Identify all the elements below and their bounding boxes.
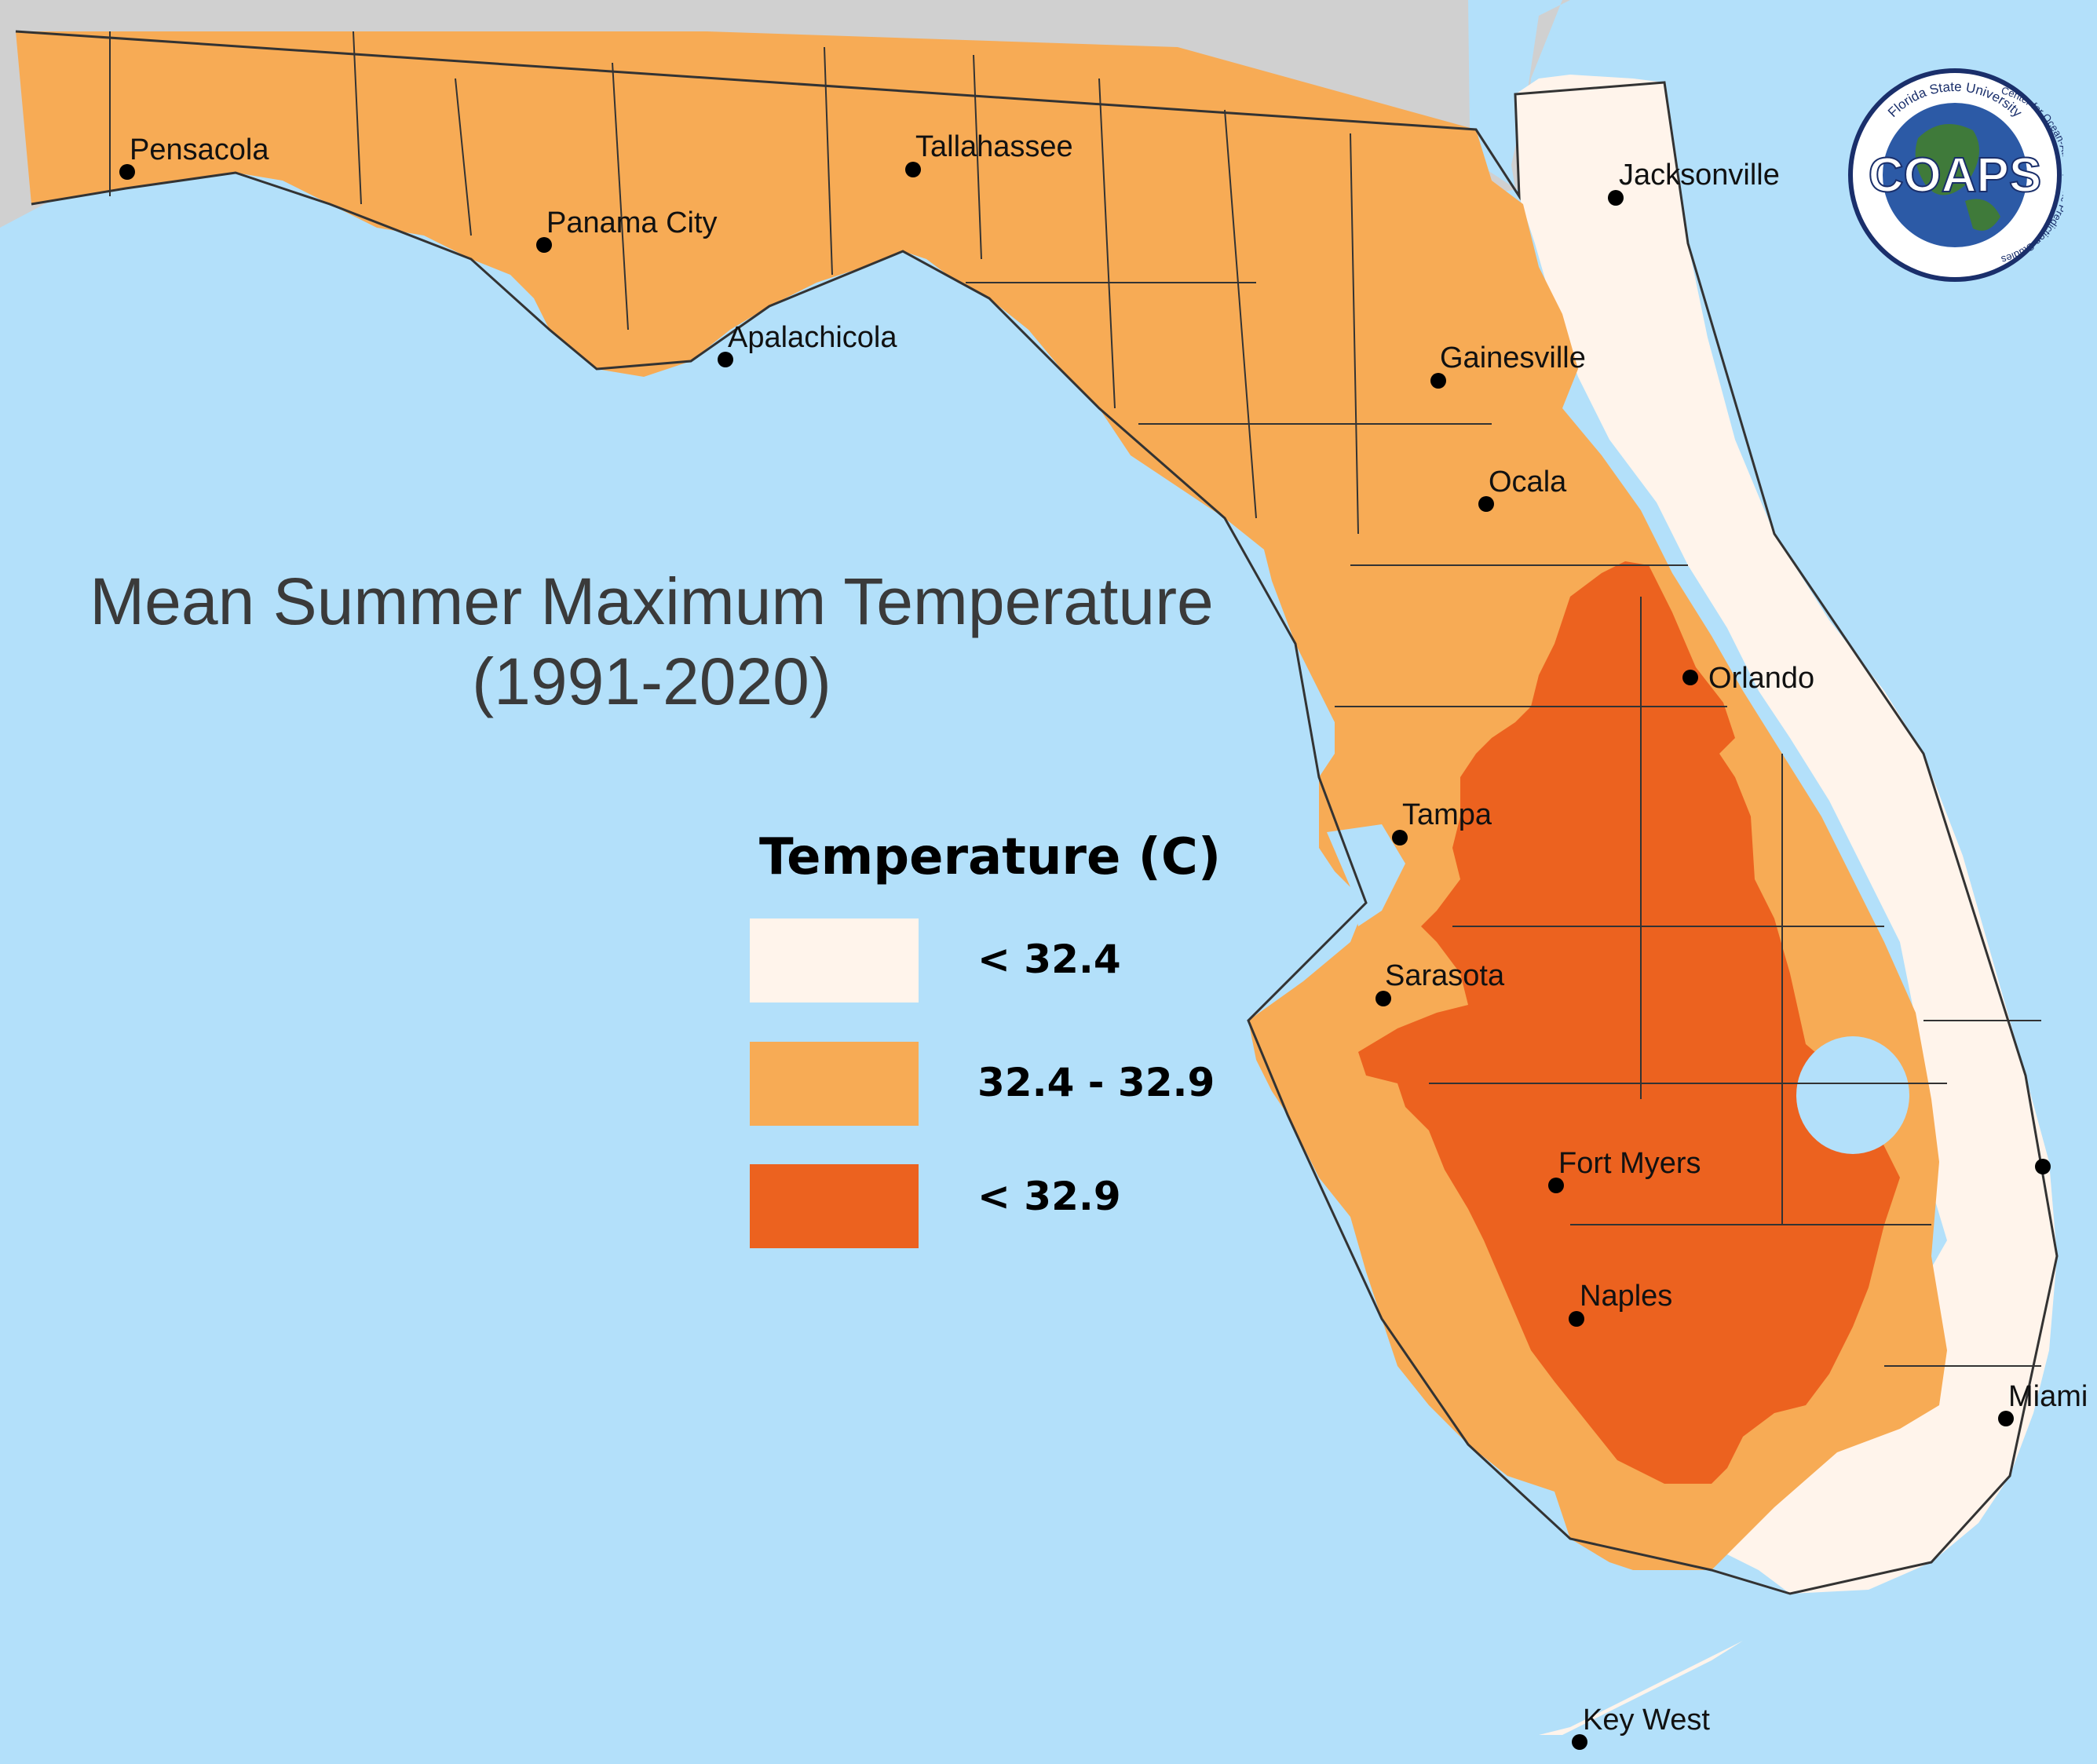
- city-tampa: Tampa: [1392, 798, 1492, 845]
- svg-text:Gainesville: Gainesville: [1440, 341, 1586, 374]
- svg-text:Pensacola: Pensacola: [130, 133, 269, 166]
- city-panama-city: Panama City: [536, 206, 718, 253]
- map-title: Mean Summer Maximum Temperature (1991-20…: [24, 561, 1280, 721]
- city-marker-unlabeled: [2035, 1159, 2051, 1174]
- svg-text:Naples: Naples: [1580, 1280, 1672, 1313]
- city-apalachicola: Apalachicola: [718, 321, 897, 367]
- svg-text:Tallahassee: Tallahassee: [915, 130, 1073, 163]
- legend: Temperature (C) < 32.4 32.4 - 32.9 < 32.…: [750, 828, 1299, 1268]
- svg-text:Sarasota: Sarasota: [1385, 959, 1505, 992]
- coaps-logo: COAPS Florida State University Center fo…: [1848, 68, 2063, 282]
- legend-title: Temperature (C): [759, 828, 1222, 886]
- region-low: [1515, 75, 2057, 1594]
- city-ocala: Ocala: [1478, 466, 1567, 512]
- legend-label-mid: 32.4 - 32.9: [977, 1060, 1215, 1105]
- city-tallahassee: Tallahassee: [905, 130, 1073, 177]
- legend-label-low: < 32.4: [977, 937, 1121, 982]
- city-key-west: Key West: [1572, 1704, 1710, 1750]
- city-markers: Pensacola Tallahassee Panama City Apalac…: [119, 130, 2088, 1750]
- svg-text:Panama City: Panama City: [546, 206, 718, 239]
- svg-text:Apalachicola: Apalachicola: [728, 321, 897, 354]
- svg-text:COAPS: COAPS: [1869, 148, 2041, 203]
- city-gainesville: Gainesville: [1430, 341, 1586, 389]
- map-title-line-1: Mean Summer Maximum Temperature: [90, 564, 1214, 638]
- city-pensacola: Pensacola: [119, 133, 269, 180]
- legend-swatch-low: [750, 919, 919, 1003]
- region-high: [1358, 561, 1900, 1484]
- city-miami: Miami: [1998, 1380, 2088, 1426]
- svg-text:Fort Myers: Fort Myers: [1558, 1147, 1701, 1180]
- svg-text:Key West: Key West: [1583, 1704, 1710, 1737]
- city-jacksonville: Jacksonville: [1608, 159, 1780, 206]
- legend-swatch-high: [750, 1164, 919, 1248]
- legend-label-high: < 32.9: [977, 1174, 1121, 1219]
- city-orlando: Orlando: [1682, 662, 1814, 695]
- svg-text:Miami: Miami: [2008, 1380, 2088, 1413]
- legend-swatch-mid: [750, 1042, 919, 1126]
- city-naples: Naples: [1569, 1280, 1672, 1327]
- svg-text:Orlando: Orlando: [1708, 662, 1814, 695]
- svg-text:Jacksonville: Jacksonville: [1619, 159, 1780, 192]
- lake-okeechobee: [1796, 1036, 1909, 1154]
- city-sarasota: Sarasota: [1375, 959, 1505, 1006]
- svg-text:Ocala: Ocala: [1489, 466, 1567, 499]
- state-outline: [15, 30, 2059, 1595]
- city-fort-myers: Fort Myers: [1548, 1147, 1701, 1193]
- map-title-line-2: (1991-2020): [472, 645, 831, 718]
- svg-text:Tampa: Tampa: [1402, 798, 1492, 831]
